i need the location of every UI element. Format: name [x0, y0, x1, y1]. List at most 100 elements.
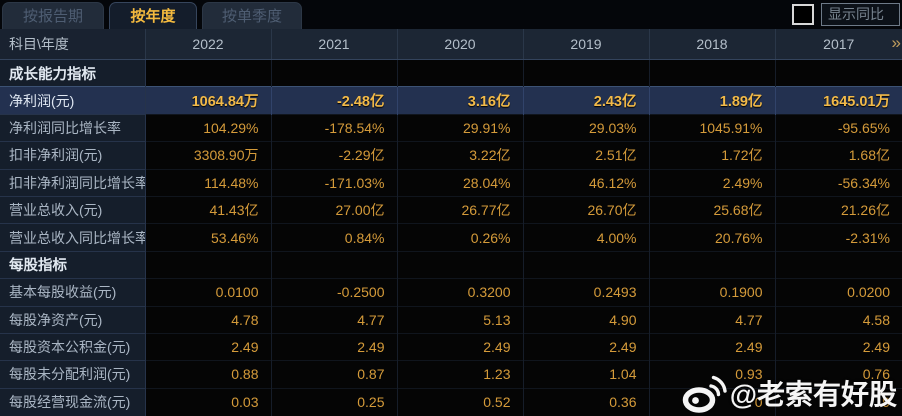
metric-value: 5.13	[396, 305, 523, 334]
metric-value: 1064.84万	[144, 86, 271, 115]
metric-row: 每股未分配利润(元) 0.88 0.87 1.23 1.04 0.93 0.76	[0, 360, 902, 389]
metric-value: 114.48%	[144, 168, 271, 197]
year-header-2020: 2020	[396, 29, 523, 60]
metric-row: 每股净资产(元) 4.78 4.77 5.13 4.90 4.77 4.58	[0, 305, 902, 334]
metric-value	[774, 58, 902, 87]
metric-value: 0.26%	[396, 223, 523, 252]
metric-value: 0.03	[144, 387, 271, 416]
table-header-row: 科目\年度 2022 2021 2020 2019 2018 2017»	[0, 29, 902, 60]
metric-value: 25.68亿	[648, 195, 775, 224]
metric-value	[648, 58, 775, 87]
metric-value: 1.89亿	[648, 86, 775, 115]
year-header-2019: 2019	[522, 29, 649, 60]
metric-value: 0.2493	[522, 278, 649, 307]
metric-value: -178.54%	[270, 113, 397, 142]
metric-value: 4.77	[270, 305, 397, 334]
metric-value: 20.76%	[648, 223, 775, 252]
metric-value: -2.48亿	[270, 86, 397, 115]
metric-value: -2.29亿	[270, 141, 397, 170]
metric-value: 1.23	[396, 360, 523, 389]
metric-value: 2.43亿	[522, 86, 649, 115]
metric-value: -56.34%	[774, 168, 902, 197]
show-yoy-checkbox[interactable]	[792, 4, 814, 25]
year-header-2021: 2021	[270, 29, 397, 60]
metric-value: 1645.01万	[774, 86, 902, 115]
metric-value: 3.16亿	[396, 86, 523, 115]
metric-value: 0.84%	[270, 223, 397, 252]
metric-value: 53.46%	[144, 223, 271, 252]
metric-value: 46.12%	[522, 168, 649, 197]
metric-label: 每股指标	[0, 250, 146, 279]
metric-label: 每股经营现金流(元)	[0, 387, 146, 416]
metric-value: 41.43亿	[144, 195, 271, 224]
metric-value: 3.22亿	[396, 141, 523, 170]
metric-value	[774, 250, 902, 279]
corner-header: 科目\年度	[0, 29, 145, 60]
metric-value: 1.72亿	[648, 141, 775, 170]
metric-value: 1.04	[522, 360, 649, 389]
metric-value: 26.77亿	[396, 195, 523, 224]
metric-value: 4.90	[522, 305, 649, 334]
metric-label: 每股资本公积金(元)	[0, 332, 146, 361]
metric-value: 0.1900	[648, 278, 775, 307]
metric-label: 成长能力指标	[0, 58, 146, 87]
metric-value	[522, 58, 649, 87]
metric-row: 基本每股收益(元) 0.0100 -0.2500 0.3200 0.2493 0.1900…	[0, 278, 902, 307]
metric-value: 0.25	[270, 387, 397, 416]
metric-value: 0.0100	[144, 278, 271, 307]
metric-value: 2.49	[522, 332, 649, 361]
metric-value: 1045.91%	[648, 113, 775, 142]
metric-value: -2.31%	[774, 223, 902, 252]
metric-value: 27.00亿	[270, 195, 397, 224]
tab-quarterly[interactable]: 按单季度	[202, 2, 302, 29]
more-columns-icon[interactable]: »	[891, 33, 902, 52]
metric-row: 扣非净利润(元) 3308.90万 -2.29亿 3.22亿 2.51亿 1.72亿 1.6…	[0, 141, 902, 170]
metric-label: 基本每股收益(元)	[0, 278, 146, 307]
metric-value: 4.77	[648, 305, 775, 334]
metric-value: 0.3200	[396, 278, 523, 307]
metric-label: 营业总收入(元)	[0, 195, 146, 224]
show-yoy-label[interactable]: 显示同比	[821, 3, 900, 26]
metric-value: 0.76	[774, 360, 902, 389]
year-header-2022: 2022	[144, 29, 271, 60]
metric-row: 净利润同比增长率 104.29% -178.54% 29.91% 29.03% 1045.…	[0, 113, 902, 142]
section-header-row: 成长能力指标	[0, 58, 902, 87]
metric-value: 29.91%	[396, 113, 523, 142]
metric-label: 净利润(元)	[0, 86, 146, 115]
metric-value: 4.58	[774, 305, 902, 334]
metric-value: 3308.90万	[144, 141, 271, 170]
metric-value: 0.52	[396, 387, 523, 416]
metric-label: 每股未分配利润(元)	[0, 360, 146, 389]
metric-label: 扣非净利润(元)	[0, 141, 146, 170]
metric-value: 26.70亿	[522, 195, 649, 224]
metric-value: 1.68亿	[774, 141, 902, 170]
metric-value	[270, 58, 397, 87]
metric-value: 2.49	[144, 332, 271, 361]
metric-row: 每股资本公积金(元) 2.49 2.49 2.49 2.49 2.49 2.49	[0, 332, 902, 361]
metric-value: 2.49	[270, 332, 397, 361]
metric-row: 每股经营现金流(元) 0.03 0.25 0.52 0.36 0 9	[0, 387, 902, 416]
tab-annual[interactable]: 按年度	[109, 2, 197, 29]
metric-value: 4.00%	[522, 223, 649, 252]
year-header-2018: 2018	[648, 29, 775, 60]
metric-value: 4.78	[144, 305, 271, 334]
metric-row: 扣非净利润同比增长率 114.48% -171.03% 28.04% 46.12% 2.4…	[0, 168, 902, 197]
metric-value: 2.49	[774, 332, 902, 361]
metric-value: -0.2500	[270, 278, 397, 307]
metric-value: 0.36	[522, 387, 649, 416]
metric-value: 9	[774, 387, 902, 416]
metric-value: 2.49%	[648, 168, 775, 197]
metric-value: 0	[648, 387, 775, 416]
period-tab-bar: 按报告期 按年度 按单季度 显示同比	[0, 0, 902, 29]
metric-value	[522, 250, 649, 279]
metric-row: 营业总收入(元) 41.43亿 27.00亿 26.77亿 26.70亿 25.68亿 21…	[0, 195, 902, 224]
metric-value: 0.87	[270, 360, 397, 389]
metric-value	[396, 250, 523, 279]
metric-label: 营业总收入同比增长率	[0, 223, 146, 252]
metric-value: 0.0200	[774, 278, 902, 307]
metric-value	[270, 250, 397, 279]
tab-report-period[interactable]: 按报告期	[2, 2, 104, 29]
metric-value: 2.49	[396, 332, 523, 361]
metric-row: 净利润(元) 1064.84万 -2.48亿 3.16亿 2.43亿 1.89亿 1645.…	[0, 86, 902, 115]
metric-value	[396, 58, 523, 87]
